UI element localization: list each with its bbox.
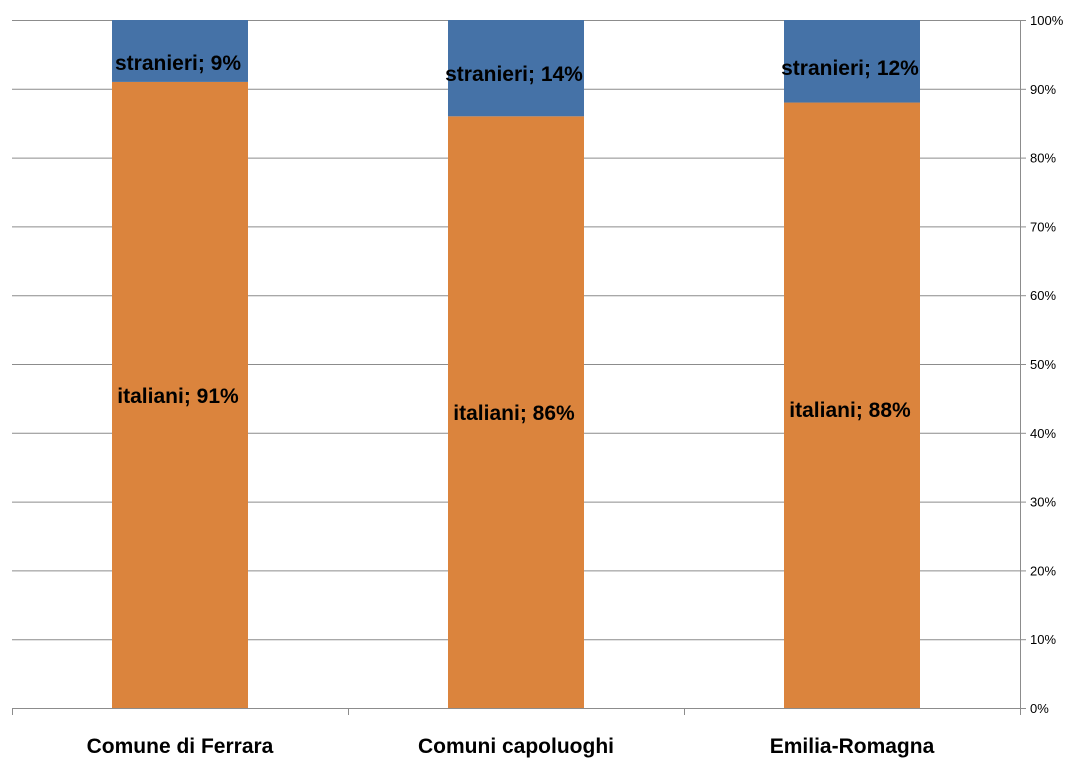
data-label-stranieri: stranieri; 9% [115,52,241,75]
x-tick-label: Comuni capoluoghi [418,735,614,758]
y-tick-label: 70% [1030,219,1056,234]
y-tick-label: 50% [1030,357,1056,372]
x-tick-label: Comune di Ferrara [87,735,274,758]
y-tick-label: 40% [1030,426,1056,441]
data-label-italiani: italiani; 91% [117,385,239,408]
y-tick-label: 80% [1030,151,1056,166]
bar-stranieri [448,20,584,117]
y-tick-label: 20% [1030,563,1056,578]
data-label-stranieri: stranieri; 14% [445,63,583,86]
y-tick-label: 0% [1030,701,1049,716]
data-labels: italiani; 91% italiani; 86% italiani; 88% s… [115,52,919,425]
bar-stranieri [112,20,248,82]
data-label-italiani: italiani; 88% [789,399,911,422]
y-tick-label: 60% [1030,288,1056,303]
y-tick-label: 10% [1030,632,1056,647]
data-label-stranieri: stranieri; 12% [781,57,919,80]
bar-stranieri [784,20,920,103]
bar-italiani [448,116,584,708]
y-tick-label: 30% [1030,495,1056,510]
bars [112,20,920,709]
x-tick-label: Emilia-Romagna [770,735,935,758]
bar-italiani [112,81,248,709]
axes: 0% 10% 20% 30% 40% 50% 60% 70% 80% 90% 100% Comune … [12,13,1064,758]
bar-italiani [784,102,920,708]
y-tick-label: 100% [1030,13,1064,28]
y-tick-label: 90% [1030,82,1056,97]
data-label-italiani: italiani; 86% [453,402,575,425]
